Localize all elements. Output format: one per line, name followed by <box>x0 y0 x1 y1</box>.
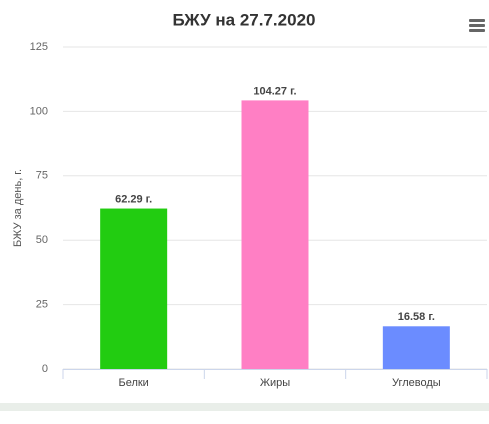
menu-bar <box>469 19 485 22</box>
x-tick-label: Жиры <box>260 377 290 389</box>
chart-title: БЖУ на 27.7.2020 <box>173 10 316 29</box>
y-tick-label: 0 <box>42 363 48 375</box>
bar <box>241 100 309 369</box>
data-label: 62.29 г. <box>115 193 152 205</box>
bar <box>382 326 450 369</box>
y-tick-label: 50 <box>36 234 48 246</box>
menu-bar <box>469 29 485 32</box>
menu-button[interactable] <box>469 19 485 32</box>
y-tick-label: 100 <box>30 105 48 117</box>
y-tick-label: 125 <box>30 41 48 53</box>
y-axis-label: БЖУ за день, г. <box>12 169 24 247</box>
x-tick-label: Углеводы <box>392 377 441 389</box>
bar <box>100 208 168 369</box>
menu-bar <box>469 24 485 27</box>
data-label: 104.27 г. <box>253 85 296 97</box>
x-tick-label: Белки <box>118 377 148 389</box>
y-tick-label: 25 <box>36 299 48 311</box>
footer-strip <box>0 403 489 411</box>
y-tick-label: 75 <box>36 170 48 182</box>
data-label: 16.58 г. <box>398 311 435 323</box>
